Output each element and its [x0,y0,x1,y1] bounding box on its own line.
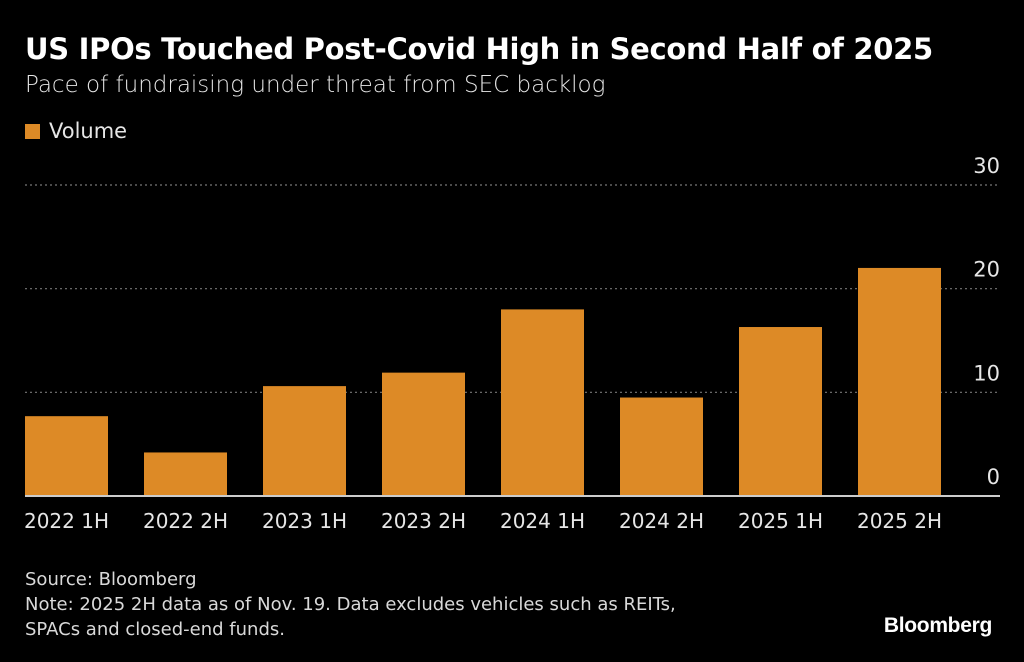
y-tick-label: 30 [973,154,1000,178]
x-tick-label: 2023 2H [381,509,466,533]
x-tick-label: 2022 1H [24,509,109,533]
y-tick-label: 10 [973,361,1000,385]
bar [858,267,941,496]
x-tick-label: 2025 2H [857,509,942,533]
x-tick-label: 2023 1H [262,509,347,533]
chart-title: US IPOs Touched Post-Covid High in Secon… [25,32,933,66]
x-tick-label: 2024 1H [500,509,585,533]
y-tick-label: 0 [987,465,1000,489]
bar [25,416,108,496]
x-tick-label: 2024 2H [619,509,704,533]
x-tick-label: 2022 2H [143,509,228,533]
bloomberg-logo: Bloomberg [883,614,992,637]
legend-swatch [25,123,40,139]
note-line-1: Note: 2025 2H data as of Nov. 19. Data e… [25,594,676,615]
legend: Volume [25,119,127,143]
source-note: Source: Bloomberg [25,569,197,590]
bar [739,327,822,496]
note-line-2: SPACs and closed-end funds. [25,619,285,640]
chart-subtitle: Pace of fundraising under threat from SE… [25,72,606,98]
bar [382,372,465,496]
y-tick-label: 20 [973,258,1000,282]
bar [263,386,346,496]
bar [620,397,703,496]
bar [144,452,227,496]
x-tick-label: 2025 1H [738,509,823,533]
legend-label: Volume [49,119,128,143]
bar [501,309,584,496]
